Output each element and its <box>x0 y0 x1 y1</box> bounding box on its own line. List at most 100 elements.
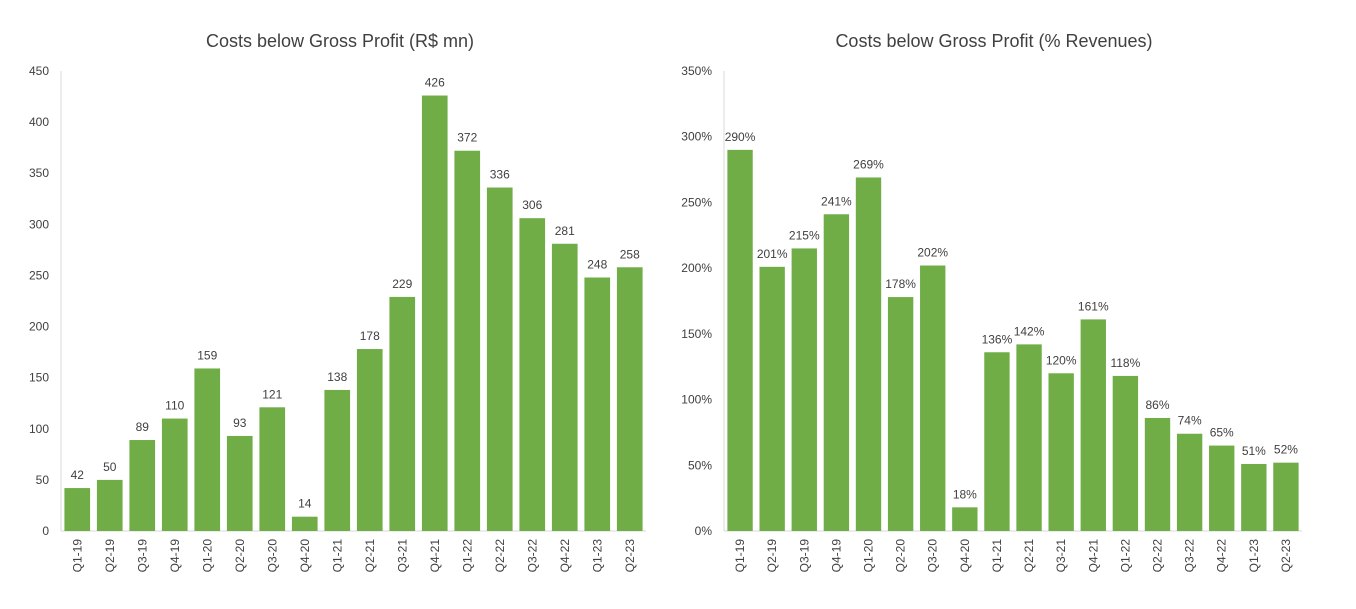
chart1-y-tick-label: 350% <box>681 64 712 78</box>
chart0-bar <box>64 488 91 531</box>
chart0-category-label: Q4-20 <box>298 539 312 573</box>
chart1-bar <box>791 248 817 531</box>
chart1-data-label: 52% <box>1274 443 1298 457</box>
chart1-bar <box>1016 344 1042 531</box>
chart1-data-label: 136% <box>982 332 1013 346</box>
chart0-bar <box>161 418 188 531</box>
chart1-bar <box>1080 319 1106 531</box>
chart0-y-tick-label: 350 <box>29 166 49 180</box>
chart1-y-tick-label: 50% <box>688 458 712 472</box>
chart1-category-label: Q3-21 <box>1054 539 1068 573</box>
chart1-bar <box>727 149 753 531</box>
chart1-bar <box>1112 375 1139 531</box>
chart0-category-label: Q3-19 <box>135 539 149 573</box>
chart0-data-label: 306 <box>522 198 542 212</box>
chart0-data-label: 110 <box>165 399 184 413</box>
chart0-y-tick-label: 450 <box>29 64 49 78</box>
chart1-category-label: Q2-19 <box>765 539 779 573</box>
chart0-data-label: 258 <box>620 247 640 261</box>
chart1-category-label: Q3-19 <box>797 539 811 573</box>
chart0-data-label: 178 <box>360 329 380 343</box>
chart0-data-label: 336 <box>490 168 510 182</box>
chart0-y-tick-label: 200 <box>29 320 49 334</box>
chart0-y-tick-label: 150 <box>29 371 49 385</box>
chart0-data-label: 50 <box>103 460 117 474</box>
chart1-bar <box>823 214 850 531</box>
chart0-y-tick-label: 50 <box>36 473 50 487</box>
chart1-data-label: 202% <box>917 246 948 260</box>
chart0-data-label: 426 <box>425 76 445 90</box>
chart1-data-label: 269% <box>853 157 884 171</box>
chart0-category-label: Q4-21 <box>428 539 442 573</box>
chart1-category-label: Q4-20 <box>958 539 972 573</box>
chart0-data-label: 159 <box>197 348 217 362</box>
chart1-y-tick-label: 250% <box>681 195 712 209</box>
chart0-bar <box>421 95 448 532</box>
chart1-data-label: 178% <box>885 277 916 291</box>
chart0-data-label: 89 <box>136 420 150 434</box>
chart0-bar <box>486 187 513 532</box>
chart1-category-label: Q1-23 <box>1247 539 1261 573</box>
chart0-bar <box>96 479 123 531</box>
chart0-category-label: Q3-21 <box>395 539 409 573</box>
chart1-data-label: 18% <box>953 487 977 501</box>
chart-left-svg: Costs below Gross Profit (R$ mn) 0 50 100 1… <box>29 31 646 573</box>
chart0-category-label: Q1-19 <box>70 539 84 573</box>
chart1-y-tick-label: 0% <box>695 524 713 538</box>
chart0-data-label: 281 <box>555 224 575 238</box>
chart-right: Costs below Gross Profit (% Revenues) 0%… <box>678 0 1356 604</box>
chart1-category-label: Q1-21 <box>990 539 1004 573</box>
chart0-bar <box>519 218 546 531</box>
chart0-y-tick-label: 400 <box>29 115 49 129</box>
chart0-data-label: 93 <box>233 416 247 430</box>
chart1-category-label: Q2-22 <box>1151 539 1165 573</box>
chart0-category-label: Q3-22 <box>525 539 539 573</box>
chart1-data-label: 161% <box>1078 299 1109 313</box>
chart0-data-label: 14 <box>298 497 312 511</box>
chart0-category-label: Q1-23 <box>590 539 604 573</box>
chart1-data-label: 65% <box>1210 426 1234 440</box>
chart0-category-label: Q2-21 <box>363 539 377 573</box>
chart0-bar <box>454 150 481 531</box>
chart1-data-label: 118% <box>1110 356 1140 370</box>
chart1-y-tick-label: 150% <box>681 327 712 341</box>
chart1-category-label: Q2-23 <box>1279 539 1293 573</box>
chart1-category-label: Q4-19 <box>829 539 843 573</box>
chart1-bar <box>984 352 1010 531</box>
chart0-category-label: Q4-19 <box>168 539 182 573</box>
chart0-category-label: Q2-22 <box>493 539 507 573</box>
chart0-data-label: 229 <box>392 277 412 291</box>
chart0-category-label: Q3-20 <box>265 539 279 573</box>
chart1-y-tick-label: 300% <box>681 130 712 144</box>
chart1-category-label: Q4-22 <box>1215 539 1229 573</box>
chart-left: Costs below Gross Profit (R$ mn) 0 50 100 1… <box>0 0 678 604</box>
chart1-category-label: Q3-22 <box>1183 539 1197 573</box>
chart0-bar <box>129 440 156 531</box>
chart0-category-label: Q4-22 <box>558 539 572 573</box>
chart0-bar <box>324 389 351 531</box>
chart1-data-label: 290% <box>725 130 756 144</box>
chart0-bar <box>551 243 578 531</box>
chart1-category-label: Q3-20 <box>926 539 940 573</box>
chart-left-title: Costs below Gross Profit (R$ mn) <box>206 31 474 51</box>
chart0-y-tick-label: 250 <box>29 268 49 282</box>
chart1-data-label: 142% <box>1014 324 1045 338</box>
chart1-data-label: 51% <box>1242 444 1266 458</box>
chart0-bar <box>584 277 611 531</box>
chart0-category-label: Q1-20 <box>200 539 214 573</box>
chart1-category-label: Q2-21 <box>1022 539 1036 573</box>
chart1-bar <box>855 177 882 531</box>
chart1-category-label: Q1-22 <box>1118 539 1132 573</box>
chart1-bar <box>952 507 978 531</box>
chart1-y-tick-label: 100% <box>681 393 712 407</box>
chart0-y-tick-label: 0 <box>42 524 49 538</box>
chart0-bar <box>616 267 643 531</box>
chart1-bar <box>759 266 785 531</box>
chart0-data-label: 121 <box>262 387 282 401</box>
chart0-bar <box>259 407 286 531</box>
chart0-bar <box>356 349 383 531</box>
chart-right-title: Costs below Gross Profit (% Revenues) <box>835 31 1152 51</box>
chart0-category-label: Q2-23 <box>623 539 637 573</box>
chart0-y-tick-label: 100 <box>29 422 49 436</box>
chart0-category-label: Q1-21 <box>330 539 344 573</box>
